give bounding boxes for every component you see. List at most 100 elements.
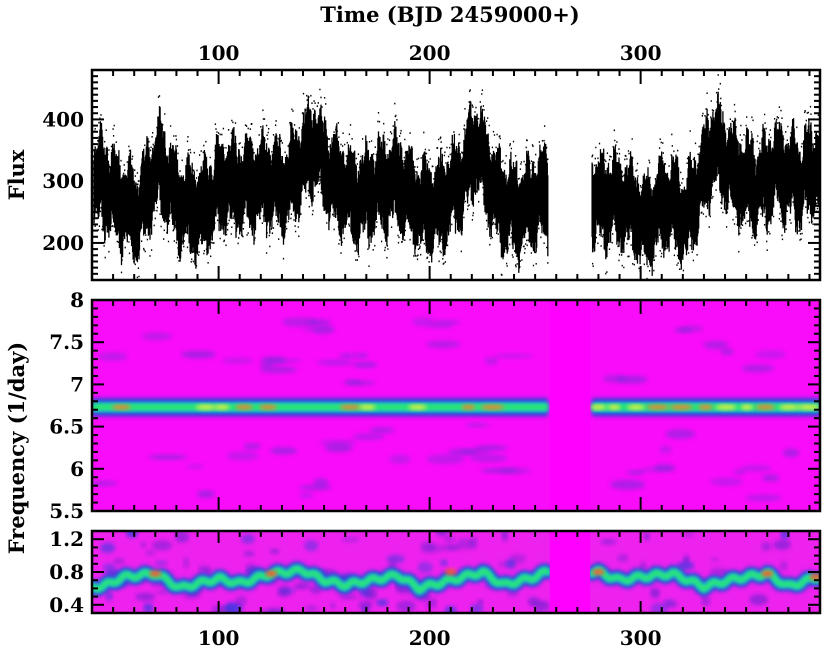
spectrogram-low-feature: [365, 587, 378, 600]
low-ridge-core: [92, 566, 550, 594]
spectrogram-high-feature: [338, 353, 356, 358]
spectrogram-high-feature: [720, 348, 735, 355]
spectrogram-low-feature: [182, 556, 190, 569]
spectrogram-high-feature: [474, 445, 508, 451]
ridge-hotspot: [715, 404, 737, 410]
light-curve-points: [93, 74, 820, 280]
spectrogram-low-feature: [386, 554, 405, 564]
low-ridge-hotspot: [761, 570, 774, 577]
spectrogram-low-feature: [501, 531, 509, 542]
spectrogram-high-feature: [469, 454, 508, 463]
spectrogram-high-feature: [369, 427, 395, 434]
spectrogram-low-feature: [154, 560, 168, 566]
spectrogram-high-feature: [609, 479, 646, 490]
spectrogram-low-feature: [145, 549, 156, 556]
y-tick-label: 300: [42, 169, 84, 193]
x-tick-label-top: 300: [620, 41, 662, 65]
flux-data-points: [93, 74, 820, 280]
ridge-hotspot: [755, 404, 775, 410]
spectrogram-low-feature: [174, 531, 190, 543]
spectrogram-low-feature: [279, 587, 296, 595]
spectrogram-high-feature: [733, 470, 746, 475]
spectrogram-high-feature: [465, 423, 490, 428]
x-tick-label-bottom: 200: [409, 626, 451, 650]
spectrogram-high-feature: [679, 325, 704, 333]
spectrogram-high-feature: [709, 477, 744, 486]
spectrogram-low-feature: [100, 542, 116, 553]
spectrogram-low-feature: [677, 561, 695, 571]
spectrogram-high-feature: [426, 454, 465, 465]
spectrogram-high-feature: [745, 494, 783, 502]
ridge-hotspot: [698, 404, 713, 410]
spectrogram-low-feature: [600, 539, 617, 545]
spectrogram-low-feature: [497, 561, 507, 568]
spectrogram-low-feature: [140, 542, 147, 548]
spectrogram-low-feature: [643, 532, 650, 541]
spectrogram-low-feature: [506, 590, 519, 597]
spectrogram-high-feature: [448, 448, 479, 456]
ridge-hotspot: [195, 404, 216, 410]
ridge-hotspot: [740, 404, 754, 410]
spectrogram-low-feature: [761, 542, 772, 551]
spectrogram-high-feature: [316, 359, 355, 366]
spectrogram-low-ticks: 0.4 0.8 1.2 100 200 300: [49, 527, 820, 650]
low-ridge-hotspot: [265, 570, 278, 577]
spectrogram-high-frame: [90, 298, 822, 513]
spectrogram-low-feature: [341, 536, 360, 543]
spectrogram-high-feature: [352, 433, 385, 441]
spectrogram-high-feature: [299, 493, 314, 498]
spectrogram-low-feature: [198, 565, 209, 574]
spectrogram-high-feature: [92, 481, 118, 486]
spectrogram-low-feature: [304, 605, 319, 612]
spectrogram-low-feature: [235, 595, 247, 607]
spectrogram-high-feature: [313, 478, 329, 487]
spectrogram-low-feature: [420, 541, 436, 553]
spectrogram-high-ticks: 5.5 6 6.5 7 7.5 8: [49, 288, 820, 523]
spectrogram-low-feature: [535, 604, 551, 612]
spectrogram-low-feature: [376, 599, 389, 606]
spectrogram-high-gap: [549, 300, 591, 511]
spectrogram-high-feature: [616, 375, 648, 384]
spectrogram-low-feature: [338, 594, 359, 600]
ridge-hotspot: [408, 404, 427, 410]
spectrogram-low-feature: [469, 604, 484, 613]
spectrogram-high-ridge: [92, 398, 820, 417]
spectrogram-high-feature: [353, 353, 369, 359]
spectrogram-low-feature: [443, 544, 461, 551]
spectrogram-low-feature: [102, 563, 116, 571]
low-ridge-core: [590, 567, 820, 592]
spectrogram-low-feature: [294, 583, 310, 590]
spectrogram-low-feature: [710, 557, 720, 562]
spectrogram-low-feature: [152, 540, 173, 551]
ridge-hotspot: [480, 404, 505, 410]
y-tick-label: 6: [70, 457, 84, 481]
high-frequency-spectrogram: 5.5 6 6.5 7 7.5 8 Frequency (1/day): [4, 288, 822, 555]
x-tick-label-top: 200: [409, 41, 451, 65]
spectrogram-high-feature: [639, 467, 676, 472]
y-tick-label: 0.4: [49, 593, 84, 617]
spectrogram-high-feature: [196, 490, 216, 498]
spectrogram-low-feature: [243, 551, 255, 557]
ridge-hotspot: [646, 404, 669, 410]
spectrogram-low-feature: [780, 531, 790, 540]
ridge-hotspot: [339, 404, 361, 410]
ridge-hotspot: [259, 404, 277, 410]
frequency-ylabel: Frequency (1/day): [4, 342, 29, 555]
spectrogram-low-feature: [649, 587, 661, 599]
spectrogram-high-feature: [97, 352, 128, 361]
ridge-hotspot: [214, 404, 230, 410]
spectrogram-high-feature: [281, 317, 319, 327]
spectrogram-high-feature: [434, 320, 461, 325]
spectrogram-high-feature: [755, 350, 786, 359]
spectrogram-low-feature: [417, 561, 433, 574]
y-tick-label: 0.8: [49, 560, 84, 584]
spectrogram-low-feature: [682, 531, 695, 538]
spectrogram-high-feature: [480, 468, 520, 474]
spectrogram-low-feature: [664, 601, 679, 608]
spectrogram-low-feature: [113, 557, 125, 565]
spectrogram-low-feature: [309, 585, 322, 594]
spectrogram-high-feature: [352, 361, 378, 368]
ridge-hotspot: [235, 404, 253, 410]
ridge-hotspot: [796, 404, 820, 410]
light-curve-ticks: 200 300 400 100 200 300: [42, 41, 820, 280]
